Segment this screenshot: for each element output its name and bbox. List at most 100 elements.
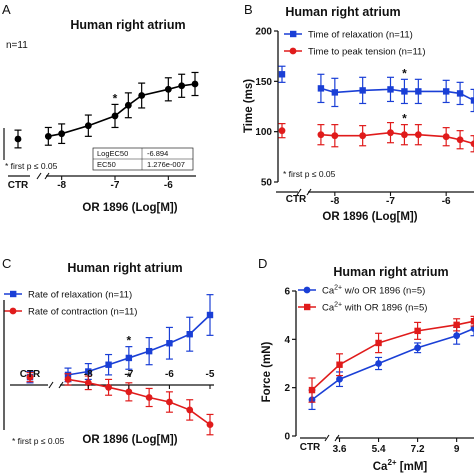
legend-marker (290, 30, 297, 38)
x-tick-label: -7 (124, 369, 133, 380)
data-point (401, 88, 408, 95)
ylabel-b: Time (ms) (243, 79, 255, 133)
legend-b: Time of relaxation (n=11) Time to peak te… (284, 30, 426, 58)
ctr-label-b: CTR (286, 194, 307, 205)
y-tick-label: 100 (255, 127, 272, 138)
axis-break-mark (306, 188, 312, 196)
data-point (359, 87, 366, 94)
xlabel-c: OR 1896 (Log[M]) (82, 434, 177, 446)
legend-marker (9, 307, 17, 315)
xticks-d: 3.6 5.4 7.2 9 (333, 438, 460, 455)
plot-b: 50 100 150 200 * * (255, 27, 474, 196)
xlabel-a: OR 1896 (Log[M]) (82, 202, 177, 214)
y-tick-label: 2 (284, 383, 290, 394)
axis-break-mark (296, 188, 302, 196)
panel-b: Human right atrium Time (ms) 50 100 150 200… (243, 5, 474, 223)
data-point (145, 394, 153, 401)
data-point (85, 368, 92, 375)
y-tick-label: 4 (284, 335, 290, 346)
data-point (453, 321, 460, 329)
table-value-0: -6.894 (147, 149, 168, 158)
panel-letter-a: A (2, 2, 11, 17)
legend-label: Time of relaxation (n=11) (308, 30, 413, 41)
series-line (48, 83, 196, 138)
panel-letter-d: D (258, 256, 267, 271)
xlabel-d-unit: [mM] (397, 461, 428, 473)
title-b: Human right atrium (285, 5, 400, 19)
x-tick-label: -7 (111, 180, 120, 191)
ec50-table: LogEC50 -6.894 EC50 1.276e-007 (92, 147, 194, 171)
plot-d: 0 2 4 6 (284, 287, 474, 443)
x-tick-label: -8 (57, 180, 66, 191)
data-point (186, 331, 193, 338)
data-point (387, 86, 394, 93)
data-point (317, 85, 325, 92)
data-point (278, 71, 286, 78)
data-point (191, 80, 199, 88)
ctr-label-c: CTR (20, 369, 41, 380)
data-point (145, 347, 153, 355)
ctr-label-a: CTR (8, 180, 29, 191)
legend-marker (10, 290, 17, 298)
x-tick-label: 3.6 (333, 444, 347, 455)
legend-c: Rate of relaxation (n=11) Rate of contrac… (4, 290, 137, 318)
title-c: Human right atrium (67, 261, 182, 275)
legend-label: Rate of relaxation (n=11) (28, 290, 132, 301)
title-a: Human right atrium (70, 18, 185, 32)
table-key-0: LogEC50 (97, 149, 128, 158)
data-point (401, 131, 408, 139)
plot-c: ** (3, 294, 214, 436)
x-tick-label: -8 (330, 196, 339, 207)
data-point (453, 332, 461, 340)
panel-letter-b: B (244, 2, 253, 17)
legend-label: Ca2+ w/o OR 1896 (n=5) (322, 285, 425, 297)
data-point (64, 376, 72, 383)
series-line (67, 378, 211, 426)
x-tick-label: -5 (206, 369, 215, 380)
data-point (105, 361, 112, 368)
data-point (415, 88, 422, 95)
significance-mark: * (127, 334, 132, 348)
data-point (125, 354, 133, 362)
x-tick-label: -6 (164, 180, 173, 191)
y-tick-label: 200 (255, 27, 272, 38)
data-point (84, 122, 92, 130)
data-point (470, 97, 474, 104)
axis-break-mark (44, 172, 50, 180)
data-point (336, 361, 343, 368)
legend-d: Ca2+ w/o OR 1896 (n=5) Ca2+ with OR 1896 … (298, 285, 427, 314)
table-value-1: 1.276e-007 (147, 160, 185, 169)
significance-mark: * (127, 370, 132, 384)
x-tick-label: 7.2 (411, 444, 425, 455)
data-point (111, 112, 119, 120)
data-point (442, 133, 450, 141)
data-point (331, 132, 339, 140)
y-tick-label: 150 (255, 77, 272, 88)
x-tick-label: -6 (442, 196, 451, 207)
data-point (164, 85, 172, 93)
y-tick-label: 50 (261, 178, 273, 189)
data-point (125, 388, 133, 396)
data-point (375, 360, 382, 367)
axis-break-mark (334, 434, 340, 442)
panel-a: Human right atrium n=11 * * first p ≤ 0.… (3, 18, 199, 214)
xlabel-d-base: Ca (373, 461, 388, 473)
data-point (375, 339, 382, 347)
data-point (470, 318, 474, 325)
axis-break-mark (58, 381, 64, 389)
significance-mark: * (402, 112, 407, 126)
data-point (26, 373, 34, 381)
legend-marker (289, 47, 297, 55)
data-point (442, 88, 450, 95)
data-point (124, 101, 132, 109)
data-point (317, 131, 325, 139)
xticks-a: -8 -7 -6 (57, 176, 173, 191)
panel-c: Human right atrium Rate of relaxation (n… (3, 261, 215, 446)
data-point (178, 82, 186, 90)
xlabel-d: Ca2+ [mM] (373, 458, 428, 473)
data-point (387, 129, 394, 137)
footnote-b: * first p ≤ 0.05 (283, 169, 336, 179)
footnote-a: * first p ≤ 0.05 (5, 161, 58, 171)
axis-break-mark (324, 434, 330, 442)
